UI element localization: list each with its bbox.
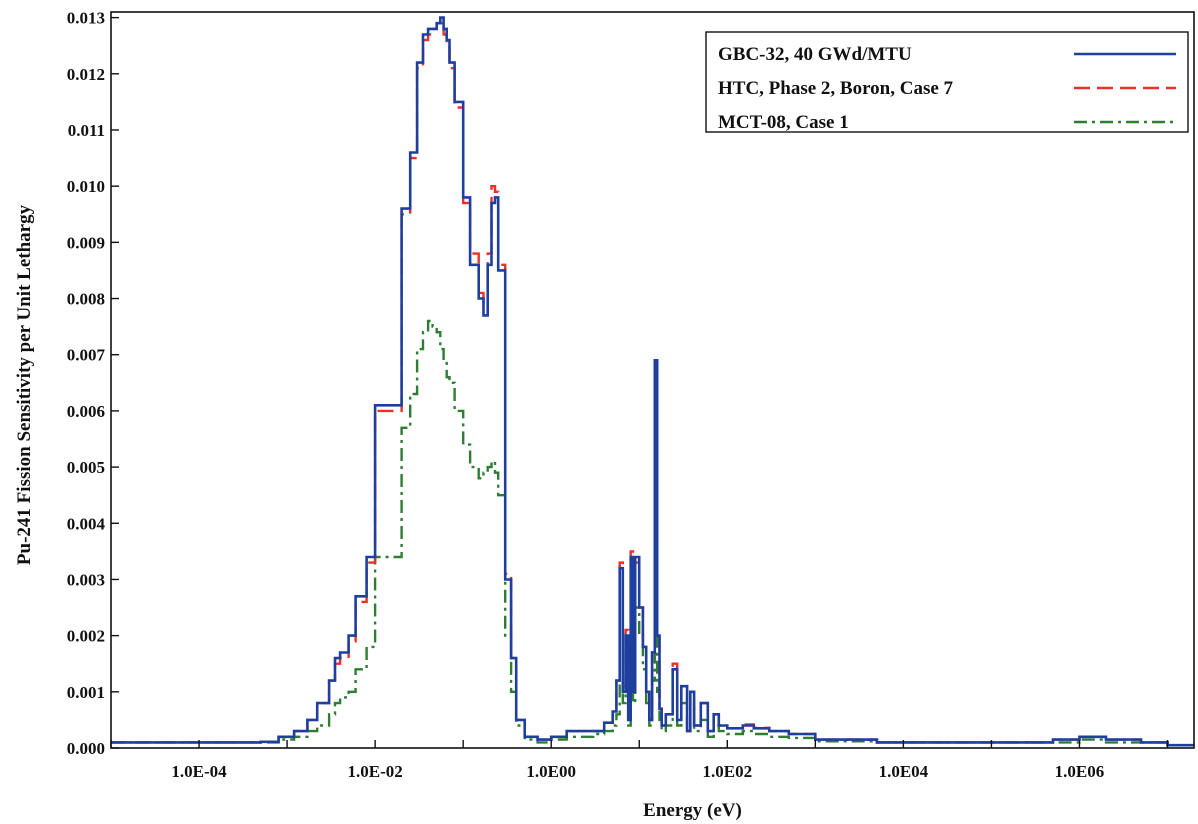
- x-tick-label: 1.0E-02: [347, 762, 402, 781]
- x-tick-label: 1.0E00: [526, 762, 576, 781]
- y-axis-title: Pu-241 Fission Sensitivity per Unit Leth…: [14, 204, 35, 565]
- series-line-2: [111, 319, 1194, 747]
- y-tick-label: 0.001: [67, 683, 105, 702]
- x-tick-label: 1.0E06: [1055, 762, 1105, 781]
- axes-layer: [110, 11, 1195, 749]
- x-axis-title: Energy (eV): [643, 800, 742, 821]
- x-tick-label: 1.0E04: [879, 762, 929, 781]
- x-tick-label: 1.0E02: [702, 762, 752, 781]
- legend: GBC-32, 40 GWd/MTU HTC, Phase 2, Boron, C…: [705, 31, 1189, 133]
- y-tick-label: 0.006: [67, 402, 105, 421]
- y-tick-label: 0.004: [67, 514, 106, 533]
- legend-label-1: HTC, Phase 2, Boron, Case 7: [718, 78, 954, 99]
- y-tick-label: 0.012: [67, 65, 105, 84]
- y-tick-label: 0.007: [67, 346, 106, 365]
- series-layer: [111, 16, 1194, 747]
- y-tick-label: 0.003: [67, 570, 105, 589]
- y-tick-label: 0.008: [67, 290, 105, 309]
- y-tick-label: 0.011: [68, 121, 105, 140]
- y-tick-label: 0.005: [67, 458, 105, 477]
- y-tick-label: 0.009: [67, 233, 105, 252]
- y-tick-label: 0.002: [67, 627, 105, 646]
- series-line-0: [111, 16, 1194, 747]
- legend-label-2: MCT-08, Case 1: [718, 112, 849, 133]
- y-tick-label: 0.010: [67, 177, 105, 196]
- x-tick-label: 1.0E-04: [171, 762, 227, 781]
- legend-box: [705, 31, 1189, 133]
- legend-items: GBC-32, 40 GWd/MTU HTC, Phase 2, Boron, C…: [718, 44, 1176, 133]
- legend-label-0: GBC-32, 40 GWd/MTU: [718, 44, 912, 65]
- plot-frame: [110, 11, 1195, 749]
- y-tick-label: 0.013: [67, 9, 105, 28]
- y-tick-label: 0.000: [67, 739, 105, 758]
- ticks-layer: 0.000 0.001 0.002 0.003 0.004 0.005 0.006 0.007…: [67, 9, 1169, 781]
